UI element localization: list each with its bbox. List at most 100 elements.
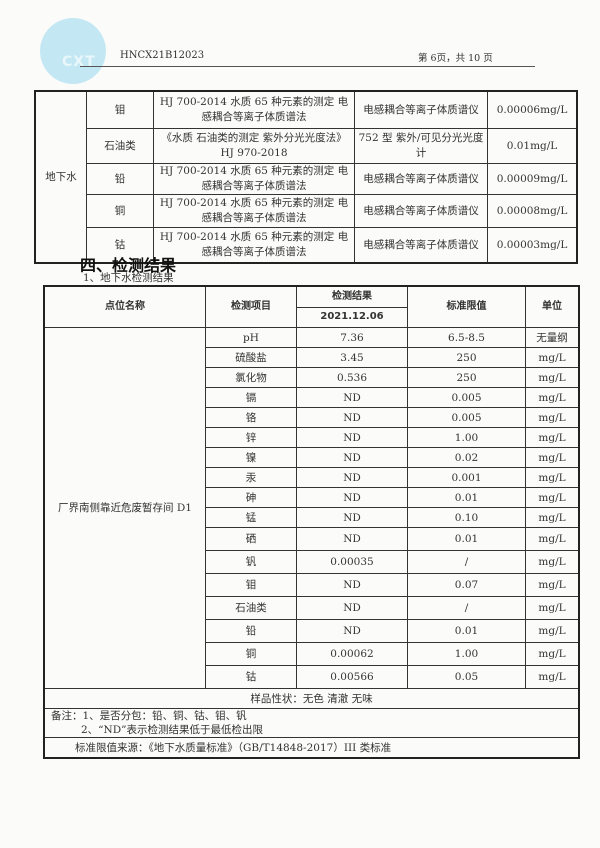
item-cell: 钼 [205,573,297,597]
unit-cell: mg/L [525,407,580,428]
result-cell: 3.45 [296,347,408,368]
item-cell: 钼 [86,90,154,129]
unit-cell: 无量纲 [525,327,580,348]
unit-cell: mg/L [525,447,580,468]
table-row: 铜 0.00062 1.00 mg/L [44,642,580,666]
item-cell: 汞 [205,467,297,488]
unit-cell: mg/L [525,487,580,508]
table-row: 锰 ND 0.10 mg/L [44,507,580,528]
standard-cell: 0.01 [407,527,526,551]
table-row: 硒 ND 0.01 mg/L [44,527,580,551]
header-date: 2021.12.06 [296,306,408,329]
result-cell: ND [296,447,408,468]
unit-cell: mg/L [525,467,580,488]
item-cell: pH [205,327,297,348]
section-title: 四、检测结果 [80,256,177,275]
sample-desc: 样品性状：无色 清澈 无味 [43,688,580,709]
item-cell: 铬 [205,407,297,428]
item-cell: 硫酸盐 [205,347,297,368]
category-cell: 地下水 [34,90,87,264]
standard-cell: / [407,596,526,620]
method-cell: HJ 700-2014 水质 65 种元素的测定 电感耦合等离子体质谱法 [153,227,355,264]
item-cell: 镍 [205,447,297,468]
table-row: 钴 0.00566 0.05 mg/L [44,665,580,689]
instrument-cell: 电感耦合等离子体质谱仪 [354,90,488,129]
header-divider [80,66,535,67]
company-logo: CXT [40,18,106,84]
header-row: 点位名称 检测项目 检测结果 标准限值 单位 [43,285,580,328]
result-cell: 0.00062 [296,642,408,666]
result-cell: ND [296,487,408,508]
result-cell: ND [296,596,408,620]
standard-cell: 0.01 [407,619,526,643]
table-row: 氯化物 0.536 250 mg/L [44,367,580,388]
item-cell: 钴 [86,227,154,264]
location-cell: 厂界南侧靠近危废暂存间 D1 [43,327,206,689]
standard-cell: 0.02 [407,447,526,468]
unit-cell: mg/L [525,573,580,597]
results-table: 点位名称 检测项目 检测结果 标准限值 单位 2021.12.06 厂界南侧靠近… [43,285,580,759]
unit-cell: mg/L [525,642,580,666]
standard-cell: 1.00 [407,642,526,666]
result-cell: 0.00566 [296,665,408,689]
notes-cell: 备注：1、是否分包：铅、铜、钴、钼、钒 2、“ND”表示检测结果低于最低检出限 [43,708,580,738]
result-cell: 0.00035 [296,550,408,574]
standard-cell: 0.10 [407,507,526,528]
item-cell: 锰 [205,507,297,528]
result-cell: ND [296,467,408,488]
limit-cell: 0.01mg/L [487,128,578,164]
page-info: 第 6页，共 10 页 [418,53,493,64]
unit-cell: mg/L [525,387,580,408]
report-number: HNCX21B12023 [120,50,205,61]
limit-cell: 0.00009mg/L [487,163,578,195]
standard-cell: 250 [407,347,526,368]
header-unit: 单位 [525,285,580,328]
item-cell: 铜 [205,642,297,666]
item-cell: 锌 [205,427,297,448]
item-cell: 氯化物 [205,367,297,388]
unit-cell: mg/L [525,367,580,388]
method-table: 地下水钼 HJ 700-2014 水质 65 种元素的测定 电感耦合等离子体质谱法… [34,90,578,264]
instrument-cell: 752 型 紫外/可见分光光度计 [354,128,488,164]
header-standard: 标准限值 [407,285,526,328]
method-cell: HJ 700-2014 水质 65 种元素的测定 电感耦合等离子体质谱法 [153,90,355,129]
standard-cell: 0.05 [407,665,526,689]
standard-cell: 1.00 [407,427,526,448]
note-1: 备注：1、是否分包：铅、铜、钴、钼、钒 [51,710,247,722]
subsection-title: 1、地下水检测结果 [83,272,174,284]
result-cell: 7.36 [296,327,408,348]
result-cell: ND [296,619,408,643]
table-row: 石油类 ND / mg/L [44,596,580,620]
unit-cell: mg/L [525,427,580,448]
table-row: 厂界南侧靠近危废暂存间 D1 pH 7.36 6.5-8.5 无量纲 [43,327,580,689]
header-item: 检测项目 [205,285,297,328]
item-cell: 钒 [205,550,297,574]
table-row: 地下水钼 HJ 700-2014 水质 65 种元素的测定 电感耦合等离子体质谱法… [34,90,578,264]
instrument-cell: 电感耦合等离子体质谱仪 [354,163,488,195]
item-cell: 铜 [86,194,154,228]
note-2: 2、“ND”表示检测结果低于最低检出限 [81,724,264,736]
header-result: 检测结果 [296,285,408,308]
method-cell: HJ 700-2014 水质 65 种元素的测定 电感耦合等离子体质谱法 [153,194,355,228]
table-row: 汞 ND 0.001 mg/L [44,467,580,488]
table-row: 砷 ND 0.01 mg/L [44,487,580,508]
item-cell: 铅 [86,163,154,195]
header-location: 点位名称 [43,285,206,328]
item-cell: 镉 [205,387,297,408]
result-cell: ND [296,407,408,428]
result-cell: ND [296,573,408,597]
limit-cell: 0.00008mg/L [487,194,578,228]
item-cell: 钴 [205,665,297,689]
limit-cell: 0.00003mg/L [487,227,578,264]
unit-cell: mg/L [525,507,580,528]
standard-cell: / [407,550,526,574]
table-row: 铅 ND 0.01 mg/L [44,619,580,643]
result-cell: ND [296,527,408,551]
item-cell: 砷 [205,487,297,508]
result-cell: ND [296,387,408,408]
standard-source: 标准限值来源：《地下水质量标准》（GB/T14848-2017）III 类标准 [43,737,580,759]
item-cell: 硒 [205,527,297,551]
unit-cell: mg/L [525,665,580,689]
standard-cell: 0.07 [407,573,526,597]
